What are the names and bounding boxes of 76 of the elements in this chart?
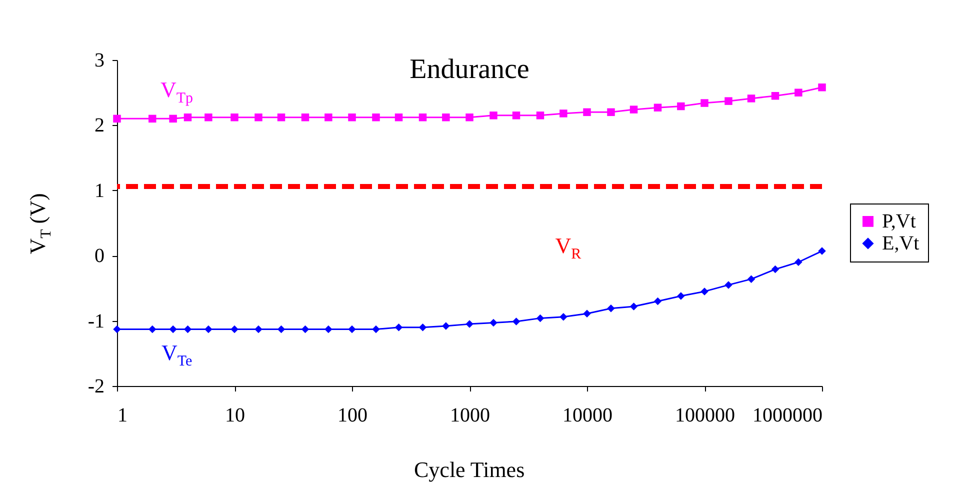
point [490, 112, 498, 120]
point [630, 106, 638, 114]
point [394, 323, 403, 332]
legend-label: P,Vt [882, 210, 916, 232]
point [700, 288, 708, 296]
point [724, 97, 732, 105]
y-tick-label: 1 [94, 180, 104, 202]
annotation: V$_{R}$ [555, 232, 582, 262]
annotation: V$_{Te}$ [162, 340, 192, 370]
y-tick-label: 0 [94, 245, 104, 268]
point [418, 323, 427, 332]
x-tick-label: 100 [338, 404, 368, 426]
point [490, 318, 498, 327]
point [771, 265, 780, 274]
y-tick-label: -1 [88, 310, 104, 332]
point [747, 275, 756, 283]
point [607, 108, 615, 116]
point [724, 281, 732, 289]
point [536, 314, 544, 322]
point [348, 325, 356, 334]
point [254, 114, 262, 122]
point [677, 292, 685, 300]
point [230, 114, 238, 122]
x-axis-title: Cycle Times [414, 457, 525, 482]
point [113, 325, 121, 334]
point [301, 114, 310, 122]
point [394, 114, 403, 122]
x-tick-label: 1000000 [752, 404, 822, 426]
point [324, 114, 332, 122]
point [700, 99, 708, 107]
point [654, 297, 662, 306]
x-tick-label: 1000 [450, 404, 490, 426]
point [324, 325, 332, 334]
point [747, 94, 756, 102]
point [372, 325, 380, 334]
point [466, 114, 474, 122]
point [677, 102, 685, 110]
point [113, 114, 121, 123]
x-tick-label: 1 [118, 404, 128, 426]
chart-title: Endurance [410, 54, 530, 85]
point [254, 325, 262, 334]
point [372, 114, 380, 122]
point [277, 114, 286, 122]
point [771, 92, 780, 100]
x-tick-label: 10 [225, 404, 245, 426]
point [442, 114, 450, 122]
point [277, 325, 286, 334]
point [442, 322, 450, 330]
annotation: V$_{Tp}$ [160, 77, 194, 107]
point [230, 325, 238, 334]
point [818, 84, 826, 92]
point [466, 320, 474, 328]
y-tick-label: -2 [88, 376, 104, 398]
point [536, 112, 544, 120]
point [560, 313, 568, 321]
legend-label: E,Vt [882, 232, 920, 254]
point [794, 88, 802, 96]
point [794, 258, 802, 266]
point [184, 325, 192, 334]
x-tick-label: 10000 [562, 404, 612, 426]
y-tick-label: 2 [94, 114, 104, 137]
point [607, 304, 615, 312]
point [301, 325, 310, 334]
point [630, 302, 638, 310]
point [184, 114, 192, 122]
point [583, 108, 591, 116]
point [818, 247, 826, 255]
point [418, 114, 427, 122]
point [348, 114, 356, 122]
y-tick-label: 3 [94, 50, 104, 72]
x-tick-label: 100000 [675, 404, 735, 426]
point [560, 110, 568, 118]
point [512, 112, 520, 120]
point [654, 104, 662, 112]
point [583, 310, 591, 318]
point [512, 318, 520, 326]
